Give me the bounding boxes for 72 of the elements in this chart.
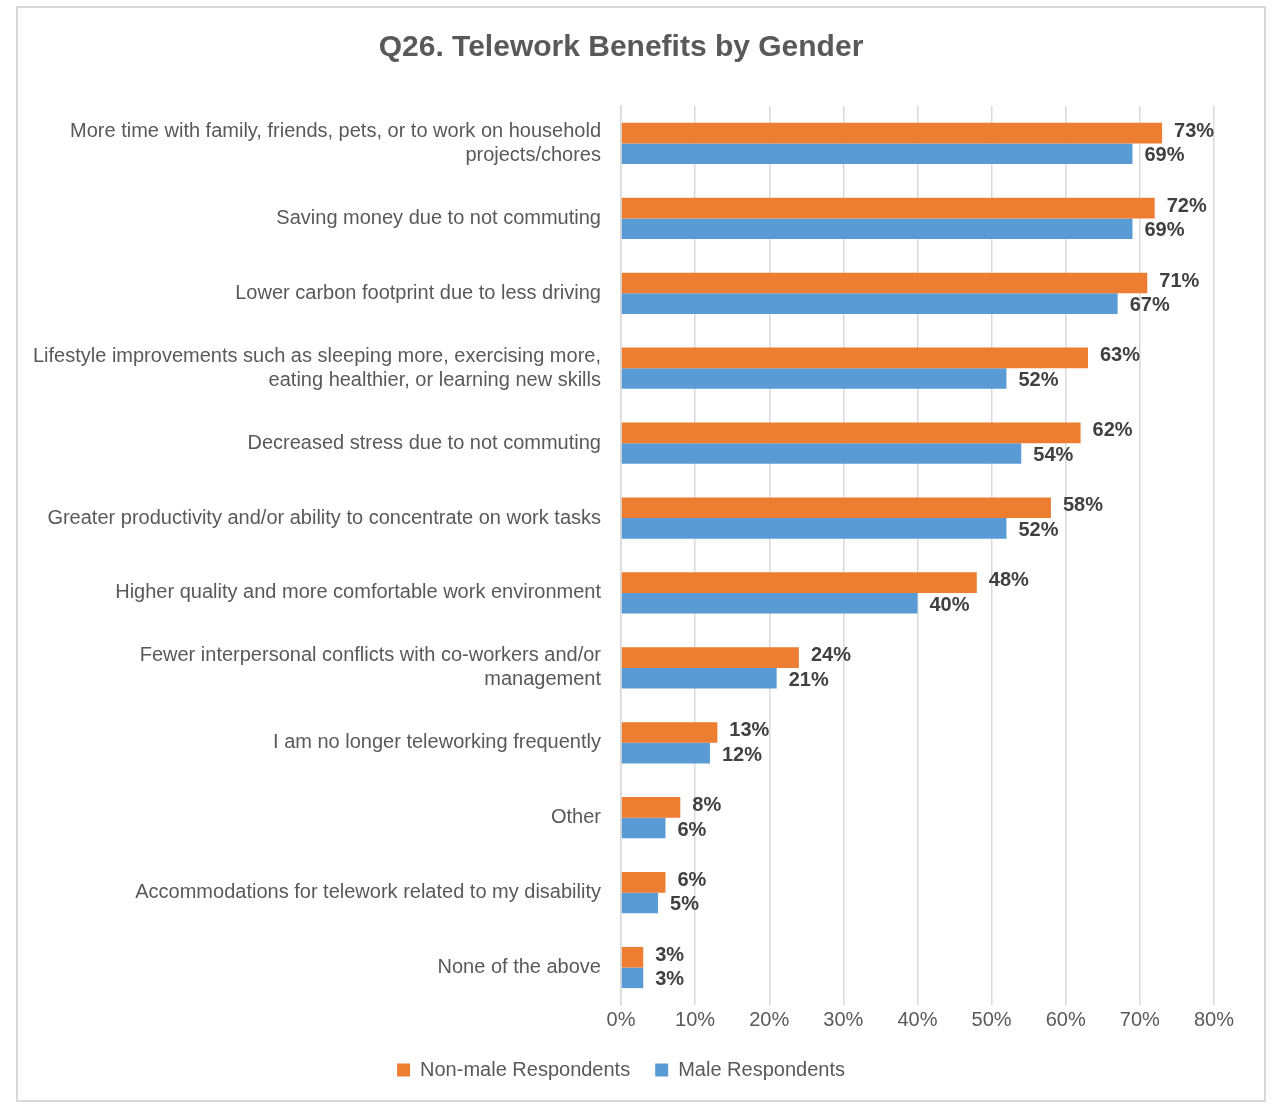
- x-tick-label: 10%: [675, 1007, 716, 1030]
- x-tick-label: 20%: [749, 1007, 790, 1030]
- data-label: 8%: [692, 792, 722, 815]
- data-label: 71%: [1159, 268, 1200, 291]
- y-tick-label: More time with family, friends, pets, or to work on household projects/chores: [70, 118, 601, 165]
- data-label: 12%: [721, 742, 763, 765]
- x-tick-label: 40%: [897, 1007, 938, 1030]
- bar: [621, 892, 659, 914]
- legend-label: Male Respondents: [678, 1057, 845, 1080]
- bar: [621, 422, 1081, 444]
- bar: [621, 592, 918, 614]
- bar: [621, 722, 718, 743]
- bar: [621, 872, 666, 893]
- bar: [621, 797, 681, 818]
- y-tick-label: None of the above: [437, 955, 601, 978]
- bar: [621, 347, 1088, 369]
- data-label: 5%: [670, 892, 700, 915]
- y-tick-label: Decreased stress due to not commuting: [247, 430, 601, 453]
- data-label: 73%: [1174, 118, 1215, 141]
- y-tick-label: Lower carbon footprint due to less driving: [235, 280, 601, 303]
- x-tick-label: 70%: [1119, 1007, 1161, 1030]
- x-tick-label: 80%: [1193, 1007, 1235, 1030]
- y-tick-label: Accommodations for telework related to my disability: [135, 880, 601, 903]
- bar: [621, 742, 710, 764]
- bar: [621, 293, 1118, 314]
- bar: [621, 518, 1007, 539]
- y-tick-label: I am no longer teleworking frequently: [273, 730, 601, 753]
- data-label: 62%: [1092, 418, 1133, 441]
- data-label: 40%: [929, 592, 970, 615]
- bar: [621, 368, 1007, 389]
- chart-title: Q26. Telework Benefits by Gender: [378, 29, 864, 63]
- data-label: 54%: [1033, 442, 1074, 465]
- data-label: 21%: [788, 667, 829, 690]
- data-label: 58%: [1062, 493, 1104, 516]
- bar: [621, 817, 666, 839]
- data-label: 24%: [810, 643, 852, 666]
- data-label: 6%: [677, 817, 707, 840]
- data-label: 63%: [1099, 343, 1141, 366]
- y-tick-label: Other: [550, 805, 602, 828]
- bar: [621, 272, 1148, 294]
- bar: [621, 647, 799, 668]
- bar: [621, 946, 644, 968]
- y-tick-label: Higher quality and more comfortable work environment: [115, 580, 602, 603]
- bar: [621, 197, 1155, 219]
- data-label: 69%: [1144, 143, 1185, 166]
- y-tick-label: Saving money due to not commuting: [276, 205, 601, 228]
- bar: [621, 572, 977, 593]
- data-label: 3%: [655, 967, 685, 990]
- bar: [621, 143, 1133, 165]
- data-label: 67%: [1129, 293, 1170, 316]
- bar: [621, 497, 1051, 519]
- legend-label: Non-male Respondents: [420, 1057, 631, 1080]
- bar: [621, 967, 644, 989]
- bar: [621, 122, 1163, 144]
- x-tick-label: 50%: [971, 1007, 1012, 1030]
- x-tick-label: 0%: [606, 1007, 636, 1030]
- y-tick-label: Fewer interpersonal conflicts with co-workers and/or management: [139, 643, 602, 690]
- y-tick-label: Lifestyle improvements such as sleeping more, exercising more, eating healthier, or learning new skills: [32, 343, 601, 390]
- data-label: 48%: [988, 568, 1030, 591]
- data-label: 3%: [655, 942, 685, 965]
- bar: [621, 667, 777, 689]
- data-label: 6%: [677, 867, 707, 890]
- bar: [621, 443, 1022, 464]
- data-label: 52%: [1018, 368, 1059, 391]
- data-label: 69%: [1144, 218, 1185, 241]
- y-tick-label: Greater productivity and/or ability to concentrate on work tasks: [47, 505, 601, 528]
- data-label: 52%: [1018, 517, 1059, 540]
- data-label: 13%: [729, 718, 770, 741]
- data-label: 72%: [1166, 193, 1207, 216]
- x-tick-label: 60%: [1045, 1007, 1086, 1030]
- x-tick-label: 30%: [823, 1007, 864, 1030]
- bar: [621, 218, 1133, 239]
